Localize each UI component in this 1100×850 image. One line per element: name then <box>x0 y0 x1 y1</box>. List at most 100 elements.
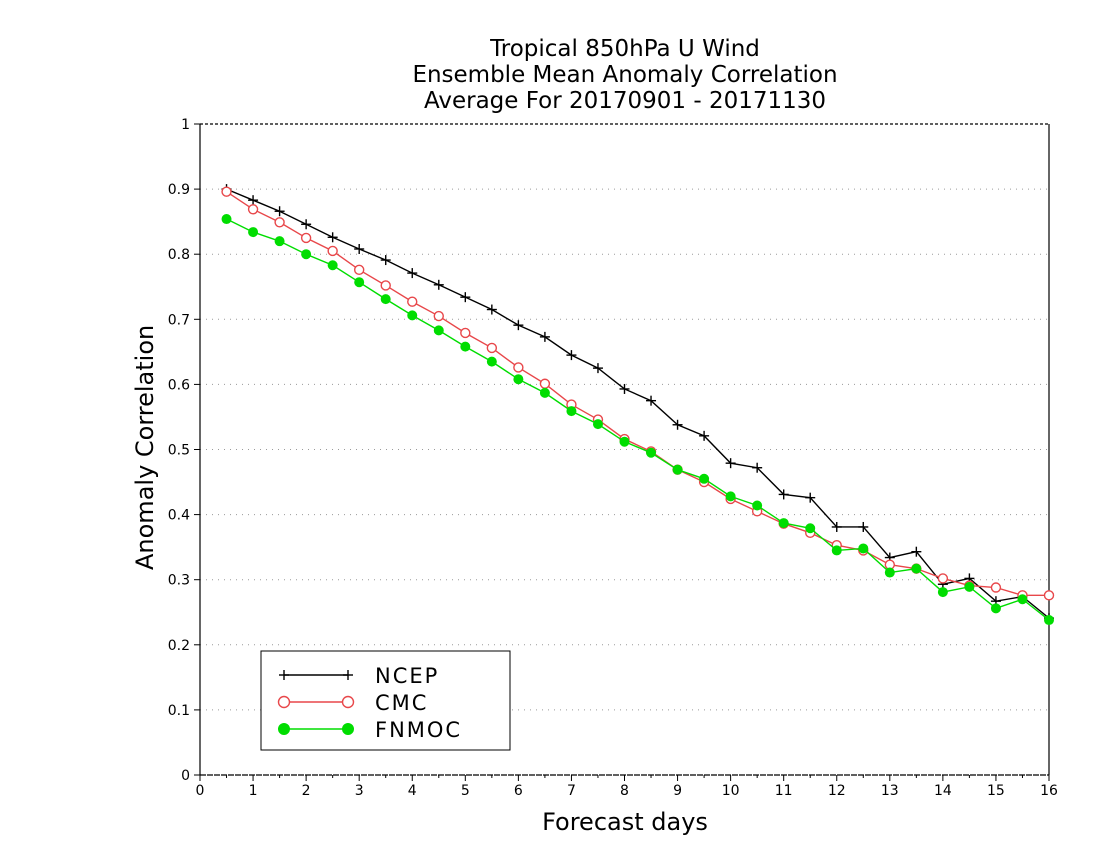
x-tick-label: 5 <box>461 783 470 799</box>
data-point-ncep <box>858 521 869 532</box>
data-point-ncep <box>672 419 683 430</box>
x-tick-label: 13 <box>881 783 899 799</box>
data-point-fnmoc <box>752 500 763 511</box>
data-point-ncep <box>327 232 338 243</box>
data-point-fnmoc <box>964 581 975 592</box>
data-point-cmc <box>300 232 312 244</box>
data-point-cmc <box>460 327 471 339</box>
x-tick-label: 11 <box>775 783 793 799</box>
x-tick-label: 10 <box>722 783 740 799</box>
data-point-fnmoc <box>699 473 710 484</box>
data-point-ncep <box>911 546 922 557</box>
x-tick-label: 1 <box>249 783 258 799</box>
data-point-fnmoc <box>539 387 550 398</box>
legend-label-cmc: CMC <box>375 691 428 715</box>
y-tick-label: 0.4 <box>168 508 190 524</box>
data-point-ncep <box>486 304 497 315</box>
y-tick-label: 0.1 <box>168 703 190 719</box>
data-point-fnmoc <box>1017 594 1028 605</box>
x-tick-label: 3 <box>355 783 364 799</box>
legend-item-ncep: NCEP <box>279 664 439 688</box>
series-ncep <box>221 184 1054 624</box>
data-point-ncep <box>513 320 524 331</box>
x-tick-label: 4 <box>408 783 417 799</box>
y-tick-label: 0 <box>181 768 190 784</box>
data-point-fnmoc <box>831 545 842 556</box>
data-point-ncep <box>380 255 391 266</box>
data-point-ncep <box>592 363 603 374</box>
data-point-ncep <box>539 331 550 342</box>
y-tick-label: 0.3 <box>168 573 190 589</box>
data-point-fnmoc <box>1044 615 1054 626</box>
chart-title-line-1: Tropical 850hPa U Wind <box>490 36 760 62</box>
data-point-ncep <box>752 462 763 473</box>
x-tick-label: 9 <box>673 783 682 799</box>
data-point-fnmoc <box>778 518 789 529</box>
legend-label-ncep: NCEP <box>375 664 439 688</box>
data-point-ncep <box>248 195 259 206</box>
data-point-fnmoc <box>354 277 365 288</box>
data-point-cmc <box>380 280 391 291</box>
data-point-cmc <box>990 582 1002 593</box>
data-point-cmc <box>937 573 949 584</box>
data-point-fnmoc <box>248 227 259 238</box>
data-point-cmc <box>539 378 551 389</box>
legend-marker <box>277 695 291 709</box>
data-point-ncep <box>274 206 285 217</box>
data-point-fnmoc <box>407 310 418 321</box>
data-point-ncep <box>831 521 842 532</box>
y-tick-label: 0.8 <box>168 247 190 263</box>
x-tick-label: 8 <box>620 783 629 799</box>
y-tick-label: 0.5 <box>168 443 190 459</box>
data-point-ncep <box>619 383 630 394</box>
data-point-cmc <box>353 264 365 276</box>
data-point-fnmoc <box>566 406 577 417</box>
data-point-ncep <box>646 395 657 406</box>
legend-marker <box>278 723 290 735</box>
data-point-fnmoc <box>433 325 444 336</box>
data-point-fnmoc <box>884 567 895 578</box>
series-line-fnmoc <box>226 218 1050 621</box>
legend-item-cmc: CMC <box>277 691 428 715</box>
series-line-ncep <box>226 188 1050 619</box>
legend: NCEP CMC FNMOC <box>260 650 511 751</box>
x-tick-label: 2 <box>302 783 311 799</box>
x-tick-label: 16 <box>1040 783 1058 799</box>
data-point-fnmoc <box>513 374 524 385</box>
chart-title-line-3: Average For 20170901 - 20171130 <box>423 88 827 114</box>
data-point-cmc <box>513 362 524 373</box>
data-point-cmc <box>274 217 285 228</box>
data-point-fnmoc <box>725 491 736 502</box>
data-point-fnmoc <box>380 294 391 305</box>
data-point-cmc <box>1043 590 1055 601</box>
x-axis-label: Forecast days <box>542 808 708 836</box>
data-point-ncep <box>805 492 816 503</box>
y-tick-label: 0.7 <box>168 312 190 328</box>
x-tick-label: 15 <box>987 783 1005 799</box>
data-point-ncep <box>725 458 736 469</box>
data-point-cmc <box>407 296 418 307</box>
data-point-fnmoc <box>805 523 816 534</box>
series-cmc <box>221 186 1055 601</box>
legend-box <box>260 650 511 751</box>
data-point-ncep <box>566 350 577 361</box>
data-point-cmc <box>433 310 444 322</box>
data-point-fnmoc <box>619 436 630 447</box>
data-point-ncep <box>778 489 789 500</box>
data-point-fnmoc <box>858 543 869 554</box>
y-tick-label: 0.6 <box>168 377 190 393</box>
legend-marker <box>279 670 289 680</box>
y-tick-label: 1 <box>181 117 190 133</box>
x-tick-label: 6 <box>514 783 523 799</box>
data-point-cmc <box>327 245 338 257</box>
x-tick-label: 12 <box>828 783 846 799</box>
data-point-ncep <box>433 279 444 290</box>
data-point-fnmoc <box>911 563 922 574</box>
data-point-fnmoc <box>937 587 948 598</box>
data-point-fnmoc <box>274 236 285 247</box>
chart-title-line-2: Ensemble Mean Anomaly Correlation <box>412 62 838 88</box>
data-point-fnmoc <box>460 341 471 352</box>
legend-marker <box>342 723 354 735</box>
x-tick-label: 7 <box>567 783 576 799</box>
legend-marker <box>341 695 355 709</box>
